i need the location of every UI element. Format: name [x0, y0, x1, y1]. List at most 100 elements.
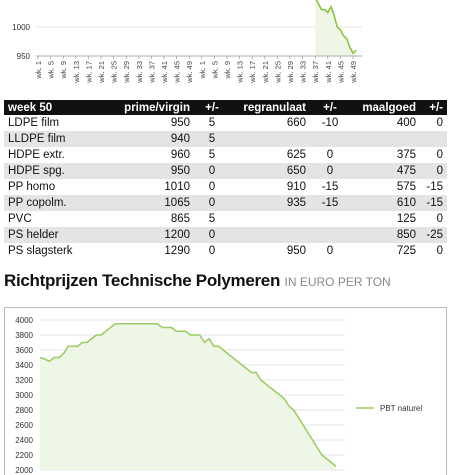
x-tick-label: wk. 41: [324, 61, 333, 84]
table-cell: 400: [396, 117, 416, 129]
table-cell: 375: [396, 149, 416, 161]
table-cell: 0: [436, 213, 443, 225]
table-cell: LDPE film: [8, 117, 60, 129]
x-tick-label: wk. 21: [97, 61, 106, 84]
table-cell: [230, 227, 310, 243]
pbt-chart: 2000 2200 2400 2600 2800 3000 3200 3400 3600 3800…: [4, 307, 447, 475]
table-cell: 0: [326, 149, 334, 161]
table-cell: 1290: [164, 245, 190, 257]
table-cell: 0: [436, 149, 443, 161]
column-header: prime/virgin: [114, 100, 194, 115]
y-tick-label: 3400: [15, 361, 33, 370]
table-cell: 1065: [114, 195, 194, 211]
table-cell: 650: [230, 163, 310, 179]
x-tick-label: wk. 9: [59, 61, 68, 80]
x-tick-label: wk. 41: [160, 61, 169, 84]
x-tick-label: wk. 37: [147, 61, 156, 84]
y-tick-label: 1000: [12, 23, 30, 32]
table-row: PVC 865 5 125 0: [4, 211, 447, 227]
area-line: [39, 322, 337, 467]
table-cell: 0: [326, 245, 334, 257]
table-cell: PP homo: [8, 181, 56, 193]
table-cell: 865: [170, 213, 190, 225]
table-cell: 950: [114, 163, 194, 179]
legend-label: PBT naturel: [380, 404, 422, 413]
x-tick-label: wk. 45: [173, 61, 182, 84]
x-tick-label: wk. 5: [210, 61, 219, 80]
table-cell: 950: [286, 245, 306, 257]
y-tick-label: 4000: [15, 316, 33, 325]
x-tick-label: wk. 29: [122, 61, 131, 84]
table-cell: -15: [420, 195, 447, 211]
x-tick-label: wk. 33: [299, 61, 308, 84]
table-cell: 935: [230, 195, 310, 211]
table-cell: HDPE spg.: [4, 163, 114, 179]
x-tick-label: wk. 21: [261, 61, 270, 84]
column-header: regranulaat: [230, 100, 310, 115]
table-cell: 625: [286, 149, 306, 161]
table-cell: 0: [194, 163, 230, 179]
table-cell: 0: [310, 163, 350, 179]
table-cell: -15: [310, 195, 350, 211]
y-tick-label: 3600: [15, 346, 33, 355]
table-cell: -15: [426, 181, 443, 193]
y-tick-label: 2600: [15, 421, 33, 430]
area-fill: [315, 0, 357, 56]
table-cell: 5: [208, 213, 216, 225]
column-header: maalgoed: [350, 100, 420, 115]
table-cell: 5: [194, 131, 230, 147]
table-cell: 5: [208, 117, 216, 129]
table-cell: HDPE extr.: [8, 149, 65, 161]
y-tick-label: 2800: [15, 406, 33, 415]
chart-frame: [4, 307, 447, 475]
x-tick-label: wk. 5: [47, 61, 56, 80]
x-tick-label: wk. 49: [185, 61, 194, 84]
table-cell: [420, 131, 447, 147]
table-cell: 1010: [164, 181, 190, 193]
table-cell: [310, 131, 350, 147]
table-cell: [310, 227, 350, 243]
price-table: week 50 prime/virgin +/- regranulaat +/- maal…: [4, 100, 447, 259]
x-tick-label: wk. 13: [72, 61, 81, 84]
y-tick-label: 3800: [15, 331, 33, 340]
table-row: PP homo 1010 0 910 -15 575 -15: [4, 179, 447, 195]
table-row: LLDPE film 940 5: [4, 131, 447, 147]
section-heading: Richtprijzen Technische Polymeren IN EUR…: [4, 271, 391, 291]
table-cell: [350, 131, 420, 147]
area-line: [315, 0, 357, 55]
table-cell: PS helder: [4, 227, 114, 243]
table-row: PP copolm. 1065 0 935 -15 610 -15: [4, 195, 447, 211]
x-tick-label: wk. 29: [286, 61, 295, 84]
table-cell: 575: [396, 181, 416, 193]
column-header: week 50: [4, 100, 114, 115]
table-cell: 725: [396, 245, 416, 257]
x-tick-label: wk. 45: [336, 61, 345, 84]
table-cell: 125: [396, 213, 416, 225]
y-tick-label: 3000: [15, 391, 33, 400]
x-tick-label: wk. 25: [273, 61, 282, 84]
table-cell: PS slagsterk: [8, 245, 73, 257]
x-tick-label: wk. 49: [349, 61, 358, 84]
table-cell: 0: [420, 163, 447, 179]
heading-title: Richtprijzen Technische Polymeren: [4, 271, 281, 290]
x-tick-label: wk. 1: [34, 61, 43, 80]
table-header: week 50 prime/virgin +/- regranulaat +/- maal…: [4, 100, 447, 115]
table-cell: 0: [436, 117, 443, 129]
table-row: PS helder 1200 0 850 -25: [4, 227, 447, 243]
x-tick-label: wk. 17: [248, 61, 257, 84]
table-cell: -15: [321, 181, 339, 193]
table-row: HDPE spg. 950 0 650 0 475 0: [4, 163, 447, 179]
y-tick-label: 2200: [15, 451, 33, 460]
table-cell: 0: [208, 181, 216, 193]
table-cell: LLDPE film: [4, 131, 114, 147]
table-row: LDPE film 950 5 660 -10 400 0: [4, 115, 447, 131]
table-cell: 0: [194, 227, 230, 243]
y-tick-label: 2000: [15, 466, 33, 475]
table-cell: [310, 211, 350, 227]
table-cell: [230, 211, 310, 227]
table-cell: 0: [194, 195, 230, 211]
table-cell: -25: [420, 227, 447, 243]
table-cell: 950: [170, 117, 190, 129]
table-cell: PP copolm.: [4, 195, 114, 211]
